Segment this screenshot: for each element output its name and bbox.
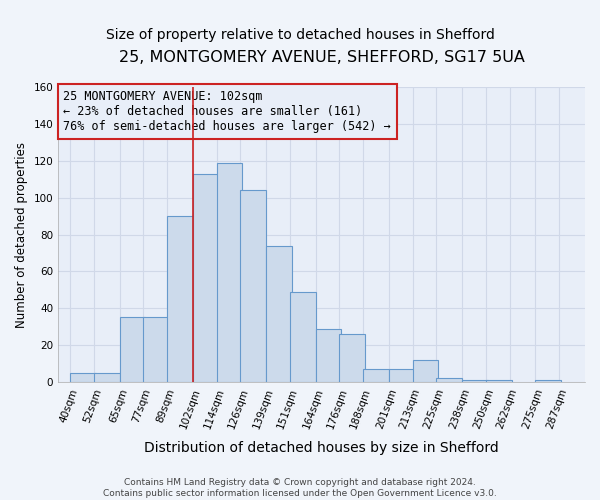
Bar xyxy=(413,360,439,382)
Y-axis label: Number of detached properties: Number of detached properties xyxy=(15,142,28,328)
Bar xyxy=(462,380,488,382)
Bar xyxy=(316,328,341,382)
Bar xyxy=(143,318,169,382)
Bar xyxy=(241,190,266,382)
Bar xyxy=(266,246,292,382)
Bar xyxy=(436,378,462,382)
Bar xyxy=(193,174,218,382)
Bar xyxy=(217,162,242,382)
Bar xyxy=(363,369,389,382)
Text: 25 MONTGOMERY AVENUE: 102sqm
← 23% of detached houses are smaller (161)
76% of s: 25 MONTGOMERY AVENUE: 102sqm ← 23% of de… xyxy=(64,90,391,133)
Bar xyxy=(340,334,365,382)
Bar xyxy=(167,216,193,382)
X-axis label: Distribution of detached houses by size in Shefford: Distribution of detached houses by size … xyxy=(144,441,499,455)
Bar xyxy=(535,380,561,382)
Bar xyxy=(486,380,512,382)
Text: Size of property relative to detached houses in Shefford: Size of property relative to detached ho… xyxy=(106,28,494,42)
Bar xyxy=(389,369,415,382)
Title: 25, MONTGOMERY AVENUE, SHEFFORD, SG17 5UA: 25, MONTGOMERY AVENUE, SHEFFORD, SG17 5U… xyxy=(119,50,524,65)
Text: Contains HM Land Registry data © Crown copyright and database right 2024.
Contai: Contains HM Land Registry data © Crown c… xyxy=(103,478,497,498)
Bar xyxy=(119,318,145,382)
Bar xyxy=(94,373,119,382)
Bar xyxy=(290,292,316,382)
Bar xyxy=(70,373,96,382)
